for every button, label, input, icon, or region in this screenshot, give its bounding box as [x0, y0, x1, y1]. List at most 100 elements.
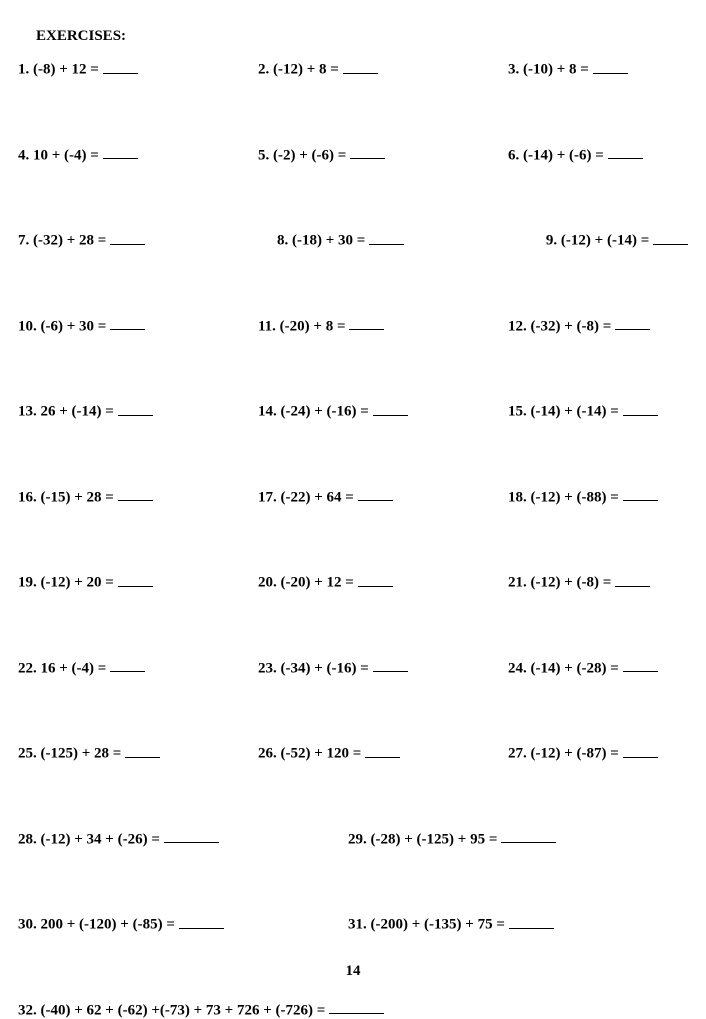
exercises-header: EXERCISES: [36, 28, 688, 45]
exercise-item: 3. (-10) + 8 = [498, 59, 688, 79]
exercise-item: 22. 16 + (-4) = [18, 658, 258, 678]
exercise-item: 1. (-8) + 12 = [18, 59, 258, 79]
problem-text: 17. (-22) + 64 = [258, 489, 354, 505]
problem-text: 22. 16 + (-4) = [18, 660, 106, 676]
answer-blank[interactable] [103, 59, 138, 74]
exercise-item: 23. (-34) + (-16) = [258, 658, 498, 678]
problem-text: 25. (-125) + 28 = [18, 746, 121, 762]
problem-text: 3. (-10) + 8 = [508, 62, 589, 78]
answer-blank[interactable] [358, 572, 393, 587]
answer-blank[interactable] [118, 572, 153, 587]
exercise-item: 24. (-14) + (-28) = [498, 658, 688, 678]
exercise-row: 28. (-12) + 34 + (-26) = 29. (-28) + (-1… [18, 829, 688, 849]
exercise-item: 6. (-14) + (-6) = [498, 145, 688, 165]
problem-text: 2. (-12) + 8 = [258, 62, 339, 78]
answer-blank[interactable] [653, 230, 688, 245]
exercise-item: 20. (-20) + 12 = [258, 572, 498, 592]
exercise-row: 30. 200 + (-120) + (-85) = 31. (-200) + … [18, 914, 688, 934]
answer-blank[interactable] [343, 59, 378, 74]
exercise-item: 2. (-12) + 8 = [258, 59, 498, 79]
page-number: 14 [0, 963, 706, 980]
answer-blank[interactable] [623, 487, 658, 502]
answer-blank[interactable] [369, 230, 404, 245]
exercise-row: 22. 16 + (-4) = 23. (-34) + (-16) = 24. … [18, 658, 688, 678]
answer-blank[interactable] [329, 1000, 384, 1015]
answer-blank[interactable] [110, 230, 145, 245]
problem-text: 16. (-15) + 28 = [18, 489, 114, 505]
problem-text: 30. 200 + (-120) + (-85) = [18, 917, 175, 933]
answer-blank[interactable] [118, 401, 153, 416]
exercise-row: 13. 26 + (-14) = 14. (-24) + (-16) = 15.… [18, 401, 688, 421]
exercise-item: 7. (-32) + 28 = [18, 230, 257, 250]
problem-text: 10. (-6) + 30 = [18, 318, 106, 334]
answer-blank[interactable] [110, 658, 145, 673]
problem-text: 13. 26 + (-14) = [18, 404, 114, 420]
exercise-item: 32. (-40) + 62 + (-62) +(-73) + 73 + 726… [18, 1000, 688, 1019]
problem-text: 8. (-18) + 30 = [277, 233, 365, 249]
problem-text: 32. (-40) + 62 + (-62) +(-73) + 73 + 726… [18, 1002, 325, 1018]
answer-blank[interactable] [623, 401, 658, 416]
problem-text: 24. (-14) + (-28) = [508, 660, 619, 676]
answer-blank[interactable] [373, 658, 408, 673]
answer-blank[interactable] [179, 914, 224, 929]
answer-blank[interactable] [593, 59, 628, 74]
problem-text: 31. (-200) + (-135) + 75 = [348, 917, 505, 933]
answer-blank[interactable] [501, 829, 556, 844]
exercise-item: 28. (-12) + 34 + (-26) = [18, 829, 348, 849]
exercise-item: 25. (-125) + 28 = [18, 743, 258, 763]
answer-blank[interactable] [358, 487, 393, 502]
exercise-row: 19. (-12) + 20 = 20. (-20) + 12 = 21. (-… [18, 572, 688, 592]
exercise-row: 16. (-15) + 28 = 17. (-22) + 64 = 18. (-… [18, 487, 688, 507]
answer-blank[interactable] [623, 743, 658, 758]
problem-text: 6. (-14) + (-6) = [508, 147, 604, 163]
exercise-item: 15. (-14) + (-14) = [498, 401, 688, 421]
problem-text: 27. (-12) + (-87) = [508, 746, 619, 762]
exercise-item: 5. (-2) + (-6) = [258, 145, 498, 165]
problem-text: 12. (-32) + (-8) = [508, 318, 611, 334]
answer-blank[interactable] [615, 316, 650, 331]
exercise-item: 17. (-22) + 64 = [258, 487, 498, 507]
answer-blank[interactable] [349, 316, 384, 331]
answer-blank[interactable] [365, 743, 400, 758]
exercise-item: 31. (-200) + (-135) + 75 = [348, 914, 688, 934]
answer-blank[interactable] [623, 658, 658, 673]
problem-text: 26. (-52) + 120 = [258, 746, 361, 762]
answer-blank[interactable] [615, 572, 650, 587]
exercise-row: 32. (-40) + 62 + (-62) +(-73) + 73 + 726… [18, 1000, 688, 1019]
problem-text: 11. (-20) + 8 = [258, 318, 346, 334]
problem-text: 5. (-2) + (-6) = [258, 147, 346, 163]
answer-blank[interactable] [110, 316, 145, 331]
answer-blank[interactable] [350, 145, 385, 160]
problem-text: 9. (-12) + (-14) = [546, 233, 649, 249]
exercise-item: 9. (-12) + (-14) = [526, 230, 688, 250]
exercise-row: 1. (-8) + 12 = 2. (-12) + 8 = 3. (-10) +… [18, 59, 688, 79]
problem-text: 20. (-20) + 12 = [258, 575, 354, 591]
problem-text: 19. (-12) + 20 = [18, 575, 114, 591]
exercise-item: 13. 26 + (-14) = [18, 401, 258, 421]
exercise-item: 10. (-6) + 30 = [18, 316, 258, 336]
exercise-item: 30. 200 + (-120) + (-85) = [18, 914, 348, 934]
exercise-item: 26. (-52) + 120 = [258, 743, 498, 763]
answer-blank[interactable] [118, 487, 153, 502]
exercise-item: 21. (-12) + (-8) = [498, 572, 688, 592]
problem-text: 15. (-14) + (-14) = [508, 404, 619, 420]
problem-text: 7. (-32) + 28 = [18, 233, 106, 249]
answer-blank[interactable] [164, 829, 219, 844]
problem-text: 23. (-34) + (-16) = [258, 660, 369, 676]
answer-blank[interactable] [373, 401, 408, 416]
exercise-item: 27. (-12) + (-87) = [498, 743, 688, 763]
answer-blank[interactable] [103, 145, 138, 160]
exercise-item: 11. (-20) + 8 = [258, 316, 498, 336]
problem-text: 4. 10 + (-4) = [18, 147, 99, 163]
exercise-item: 4. 10 + (-4) = [18, 145, 258, 165]
answer-blank[interactable] [125, 743, 160, 758]
exercise-row: 10. (-6) + 30 = 11. (-20) + 8 = 12. (-32… [18, 316, 688, 336]
exercise-item: 29. (-28) + (-125) + 95 = [348, 829, 688, 849]
exercise-row: 4. 10 + (-4) = 5. (-2) + (-6) = 6. (-14)… [18, 145, 688, 165]
exercise-item: 16. (-15) + 28 = [18, 487, 258, 507]
answer-blank[interactable] [509, 914, 554, 929]
exercise-row: 25. (-125) + 28 = 26. (-52) + 120 = 27. … [18, 743, 688, 763]
answer-blank[interactable] [608, 145, 643, 160]
problem-text: 29. (-28) + (-125) + 95 = [348, 831, 497, 847]
exercise-item: 18. (-12) + (-88) = [498, 487, 688, 507]
